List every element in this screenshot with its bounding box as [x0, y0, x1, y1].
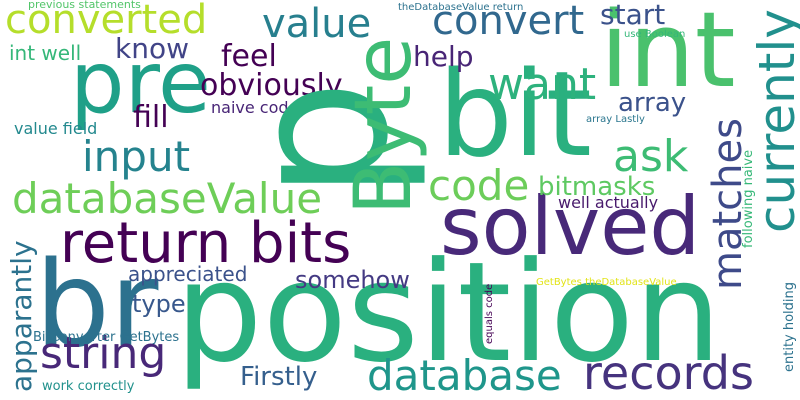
word-well-actually: well actually — [558, 193, 659, 212]
word-code: code — [428, 161, 530, 210]
word-following-naive: following naive — [741, 149, 756, 248]
word-somehow: somehow — [295, 266, 410, 294]
word-array-Lastly: array Lastly — [586, 114, 645, 125]
word-BitConverter-GetBytes: BitConverter GetBytes — [33, 330, 180, 345]
word-convert: convert — [432, 0, 585, 44]
word-appreciated: appreciated — [128, 262, 248, 286]
word-naive-code: naive code — [211, 98, 299, 117]
word-fill: fill — [133, 100, 169, 135]
word-want: want — [488, 59, 597, 110]
word-entity-holding: entity holding — [782, 281, 797, 372]
word-br: br — [35, 235, 159, 373]
word-Byte: Byte — [339, 36, 429, 215]
word-position: position — [175, 232, 722, 393]
word-solved: solved — [440, 180, 701, 273]
word-help: help — [413, 40, 474, 73]
word-int-well: int well — [9, 41, 82, 65]
word-obviously: obviously — [200, 68, 343, 103]
word-records: records — [583, 346, 754, 400]
word-bitmasks: bitmasks — [538, 172, 656, 202]
word-type: type — [132, 290, 186, 318]
word-equals-code: equals code — [484, 283, 495, 344]
word-string: string — [40, 328, 167, 379]
word-GetBytes-theDatabaseValue: GetBytes theDatabaseValue — [536, 277, 677, 288]
word-int: int — [600, 0, 736, 111]
word-bit: bit — [438, 45, 592, 183]
word-input: input — [82, 132, 191, 181]
word-return-bits: return bits — [60, 211, 352, 276]
word-value: value — [262, 1, 372, 47]
word-theDatabaseValue-return: theDatabaseValue return — [398, 2, 524, 13]
word-work-correctly: work correctly — [42, 379, 135, 394]
word-value-field: value field — [14, 119, 98, 138]
word-feel: feel — [221, 39, 277, 74]
word-databaseValue: databaseValue — [12, 174, 323, 223]
word-start: start — [600, 0, 666, 31]
word-previous-statements: previous statements — [28, 0, 141, 11]
word-converted: converted — [5, 0, 208, 43]
word-currently: currently — [748, 9, 800, 233]
word-apparantly: apparantly — [5, 240, 38, 392]
word-database: database — [367, 351, 562, 400]
word-know: know — [115, 32, 189, 65]
word-use-Boolean: use Boolean — [624, 29, 686, 40]
word-pre: pre — [70, 33, 211, 133]
word-Firstly: Firstly — [240, 362, 318, 392]
word-ask: ask — [613, 131, 689, 182]
word-array: array — [618, 88, 687, 118]
